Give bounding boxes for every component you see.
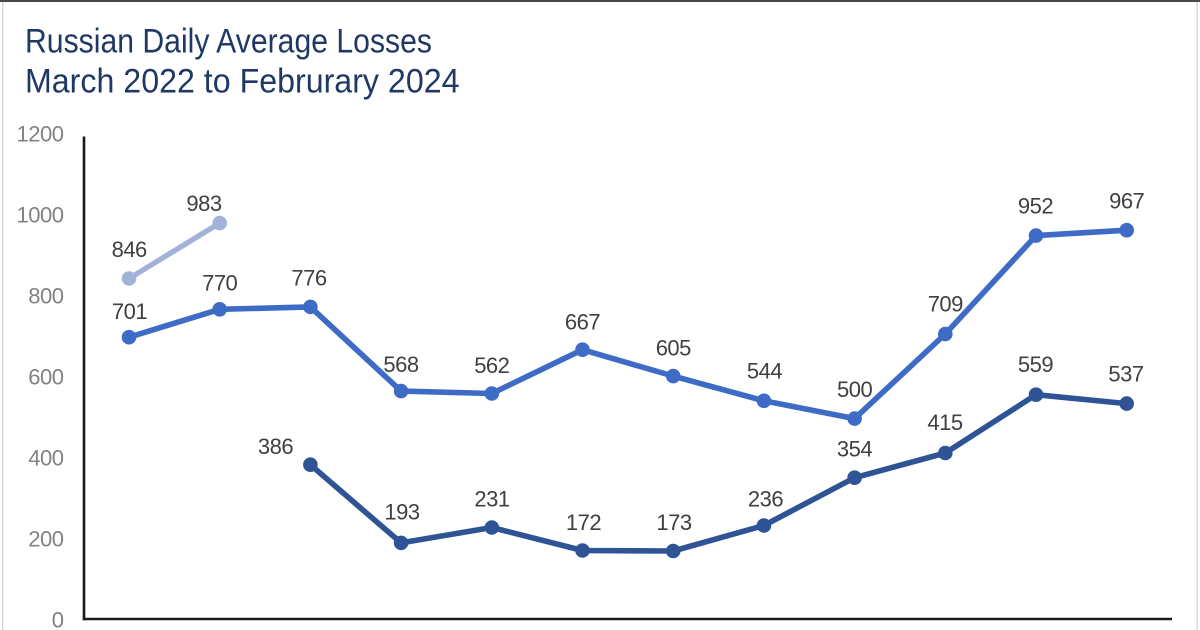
svg-text:667: 667 xyxy=(565,309,600,334)
svg-text:537: 537 xyxy=(1108,362,1143,387)
svg-text:200: 200 xyxy=(28,526,63,551)
svg-text:559: 559 xyxy=(1018,352,1053,377)
svg-text:562: 562 xyxy=(474,353,509,378)
svg-text:1200: 1200 xyxy=(17,121,64,146)
svg-text:544: 544 xyxy=(747,359,782,384)
svg-text:568: 568 xyxy=(383,352,418,377)
svg-text:800: 800 xyxy=(28,283,63,308)
svg-text:1000: 1000 xyxy=(17,202,64,227)
svg-text:967: 967 xyxy=(1109,189,1144,214)
svg-text:770: 770 xyxy=(202,271,237,296)
svg-text:500: 500 xyxy=(837,377,872,402)
svg-text:952: 952 xyxy=(1018,194,1053,219)
svg-text:March 2022 to Februrary 2024: March 2022 to Februrary 2024 xyxy=(25,63,460,101)
svg-text:400: 400 xyxy=(28,445,63,470)
svg-text:846: 846 xyxy=(112,237,147,262)
svg-text:0: 0 xyxy=(52,607,64,630)
svg-text:600: 600 xyxy=(28,364,63,389)
svg-text:236: 236 xyxy=(748,487,783,512)
svg-text:709: 709 xyxy=(928,292,963,317)
svg-text:415: 415 xyxy=(927,410,962,435)
svg-text:193: 193 xyxy=(384,500,419,525)
svg-text:Russian Daily Average Losses: Russian Daily Average Losses xyxy=(25,23,432,61)
svg-text:173: 173 xyxy=(656,510,691,535)
svg-text:605: 605 xyxy=(656,336,691,361)
svg-text:983: 983 xyxy=(186,191,221,216)
svg-text:231: 231 xyxy=(474,487,509,512)
svg-text:776: 776 xyxy=(291,266,326,291)
svg-text:701: 701 xyxy=(112,299,147,324)
svg-text:354: 354 xyxy=(837,437,872,462)
svg-text:386: 386 xyxy=(258,434,293,459)
svg-text:172: 172 xyxy=(566,510,601,535)
